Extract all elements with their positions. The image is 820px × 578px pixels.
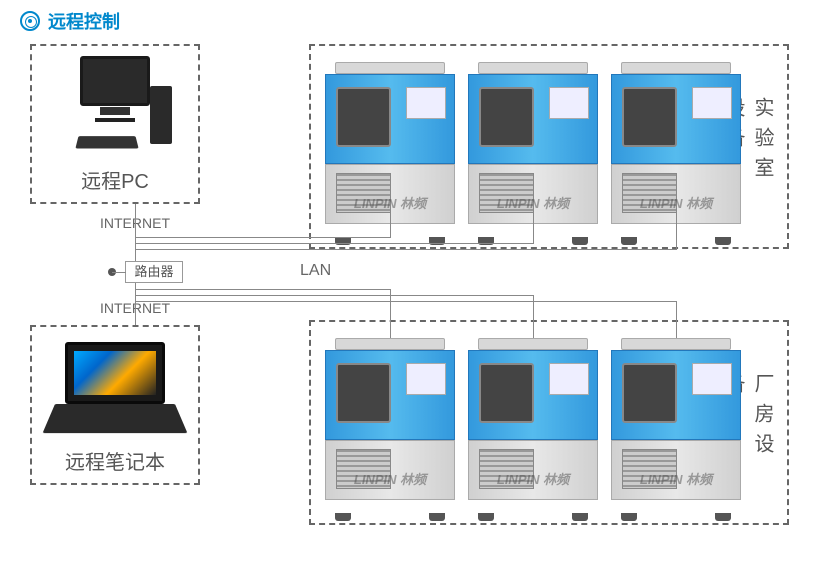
line-fac-3v: [676, 301, 677, 338]
diagram-title: 远程控制: [48, 8, 120, 34]
lan-label: LAN: [300, 262, 331, 280]
line-lab-1v: [390, 205, 391, 238]
line-fac-3h: [135, 301, 676, 302]
equipment-chamber: LINPIN 林频: [325, 338, 455, 513]
line-lab-3v: [676, 205, 677, 250]
pc-icon: [55, 56, 175, 156]
pc-label: 远程PC: [32, 165, 198, 194]
laptop-icon: [50, 342, 180, 447]
box-remote-laptop: 远程笔记本: [30, 325, 200, 485]
line-lab-1h: [135, 237, 390, 238]
line-lab-3h: [135, 249, 676, 250]
laptop-label: 远程笔记本: [32, 446, 198, 475]
router-node: 路由器: [125, 261, 183, 283]
diagram-header: 远程控制: [20, 8, 120, 34]
target-icon: [20, 11, 40, 31]
line-fac-1v: [390, 289, 391, 338]
line-lab-2h: [135, 243, 533, 244]
equipment-chamber: LINPIN 林频: [468, 338, 598, 513]
line-fac-1h: [135, 289, 390, 290]
line-stub2: [135, 283, 136, 302]
line-lab-2v: [533, 205, 534, 244]
line-stub1: [135, 237, 136, 261]
line-fac-2h: [135, 295, 533, 296]
box-remote-pc: 远程PC: [30, 44, 200, 204]
equipment-chamber: LINPIN 林频: [611, 338, 741, 513]
line-dot-to-router: [112, 272, 126, 273]
